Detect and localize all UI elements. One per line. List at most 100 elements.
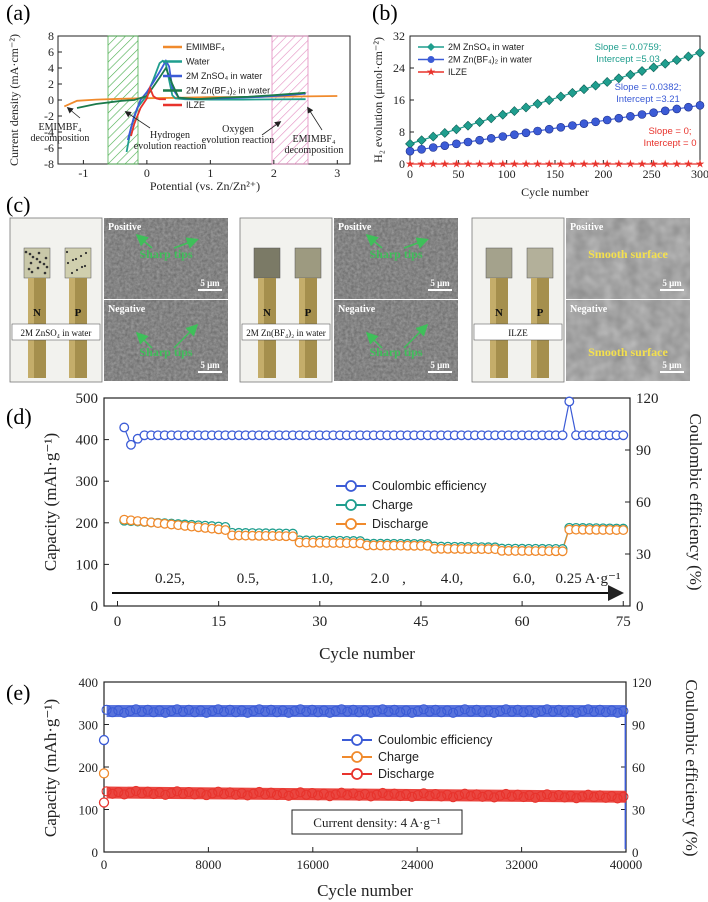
data-point-star: ★ — [440, 159, 450, 171]
data-point-star: ★ — [451, 159, 461, 171]
ce-point — [126, 439, 136, 450]
data-point-diamond — [648, 62, 659, 73]
discharge-point — [195, 787, 206, 798]
scale-label: 5 μm — [430, 278, 450, 288]
discharge-point — [154, 787, 165, 798]
deposit-dot — [75, 268, 79, 272]
data-point-circle — [602, 115, 612, 125]
data-point-circle — [428, 143, 438, 152]
ce-point — [583, 704, 594, 715]
legend-marker — [427, 56, 435, 63]
sem-arrow — [135, 234, 153, 249]
discharge-point — [289, 789, 300, 800]
deposit-dot — [29, 261, 33, 265]
ce-point — [248, 705, 259, 717]
scale-label: 5 μm — [662, 278, 682, 288]
ce-point — [541, 704, 553, 715]
y-tick-label: 0 — [399, 157, 405, 171]
panel-d-xlabel: Cycle number — [319, 644, 415, 663]
data-point-diamond — [544, 95, 555, 106]
discharge-point — [236, 787, 247, 799]
sem-texture — [334, 218, 458, 299]
discharge-point — [530, 792, 541, 803]
x-tick-label: -1 — [78, 166, 88, 180]
legend-marker — [345, 480, 357, 492]
ce-point — [365, 707, 376, 718]
data-point-star: ★ — [637, 159, 647, 171]
discharge-point — [336, 787, 347, 798]
legend-label: 2M Zn(BF₄)₂ in water — [448, 55, 532, 65]
discharge-point — [471, 789, 482, 800]
x-tick-label: 50 — [452, 167, 464, 181]
legend-marker — [351, 751, 363, 763]
legend-label: 2M ZnSO₄ in water — [448, 42, 524, 52]
data-point-star: ★ — [544, 159, 554, 171]
y-tick-label: 200 — [79, 760, 99, 775]
discharge-point — [412, 790, 423, 801]
deposit-dot — [31, 255, 35, 259]
panel-e-legend: Coulombic efficiency Charge Discharge — [342, 733, 493, 781]
ce-point — [612, 707, 623, 718]
x-tick-label: 1 — [207, 166, 213, 180]
discharge-point — [248, 788, 259, 799]
data-point-star: ★ — [695, 159, 705, 171]
panel-c: (c) N P 2M ZnSO₄ in water Positive Sharp tip… — [6, 192, 690, 383]
y-tick-label: 200 — [76, 516, 99, 532]
y-tick-label: 6 — [48, 45, 54, 59]
data-point-diamond — [602, 77, 613, 87]
ce-point — [277, 705, 288, 716]
ce-point — [195, 705, 206, 716]
scale-label: 5 μm — [662, 360, 682, 370]
data-point-circle — [452, 139, 461, 149]
current-density-note: Current density: 4 A·g⁻¹ — [313, 815, 440, 830]
deposit-dot — [45, 265, 49, 269]
data-point-star: ★ — [625, 159, 635, 171]
legend-marker — [351, 768, 363, 780]
panel-d-y2label: Coulombic efficiency (%) — [686, 413, 705, 590]
panel-a-xlabel: Potential (vs. Zn/Zn²⁺) — [150, 179, 260, 193]
ce-point — [289, 705, 300, 717]
electrode-sample — [526, 247, 554, 279]
y-tick-label: 0 — [48, 93, 54, 107]
ce-point — [465, 706, 476, 717]
sem-side-label: Positive — [570, 222, 604, 233]
discharge-point — [389, 788, 400, 799]
discharge-point — [557, 546, 568, 557]
panel-d-ylabel: Capacity (mAh·g⁻¹) — [41, 433, 60, 571]
discharge-point — [224, 787, 235, 798]
ce-point — [142, 704, 153, 715]
legend-label: Coulombic efficiency — [372, 479, 487, 493]
ce-point — [565, 705, 576, 716]
y2-tick-label: 120 — [632, 675, 652, 690]
ce-point — [406, 707, 418, 718]
discharge-point — [354, 790, 365, 801]
x-tick-label: 2 — [271, 166, 277, 180]
x-tick-label: 60 — [515, 614, 530, 630]
y2-tick-label: 0 — [632, 845, 639, 860]
legend-label: Discharge — [372, 517, 428, 531]
panel-d-rate-labels: 0.25, 0.5, 1.0, 2.0, 4.0, 6.0, 0.25 A·g⁻¹ — [155, 571, 620, 587]
sem-side-label: Positive — [108, 222, 142, 233]
deposit-dot — [43, 271, 47, 275]
y-tick-label: 32 — [393, 29, 405, 43]
sem-texture — [566, 300, 690, 381]
data-point-circle — [521, 128, 531, 138]
data-point-diamond — [625, 69, 636, 80]
deposit-dot — [44, 256, 48, 260]
discharge-point — [177, 788, 189, 799]
ce-point — [600, 707, 611, 718]
fit-intercept-label: Intercept =3.21 — [616, 94, 680, 105]
ce-point — [588, 706, 600, 717]
discharge-point — [606, 790, 617, 802]
data-point-circle — [591, 117, 600, 127]
discharge-point — [183, 786, 194, 798]
y2-tick-label: 30 — [636, 547, 651, 563]
electrode-label: N — [263, 307, 271, 319]
data-point-circle — [637, 110, 647, 119]
legend-marker — [351, 734, 363, 746]
data-point-diamond — [486, 113, 497, 124]
y-tick-label: 100 — [79, 803, 99, 818]
x-tick-label: 32000 — [505, 857, 538, 872]
ce-point — [495, 705, 506, 717]
discharge-point — [330, 789, 341, 800]
